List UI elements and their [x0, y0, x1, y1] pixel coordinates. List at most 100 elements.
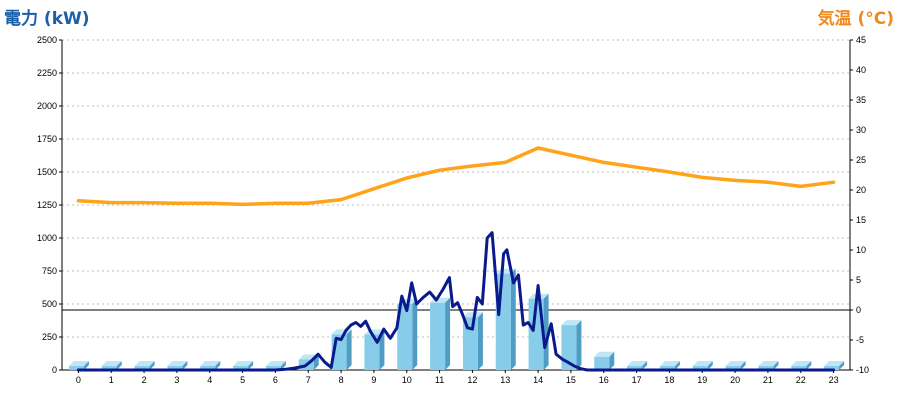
right-tick-label: -5: [856, 335, 864, 345]
bar: [561, 320, 582, 370]
x-tick-label: 4: [207, 375, 212, 385]
power-line: [76, 231, 836, 372]
bar-side: [642, 361, 648, 370]
bar-side: [806, 361, 812, 370]
bar-front: [265, 366, 281, 370]
bar-top: [101, 361, 122, 367]
temperature-line: [76, 146, 836, 207]
right-axis-title: 気温 (°C): [817, 9, 894, 29]
bar: [167, 361, 188, 370]
x-tick-label: 8: [339, 375, 344, 385]
bar: [134, 361, 155, 370]
x-tick-label: 1: [109, 375, 114, 385]
bar-side: [346, 329, 352, 370]
left-tick-label: 1250: [37, 200, 57, 210]
left-tick-label: 2500: [37, 35, 57, 45]
bar: [692, 361, 713, 370]
bar-front: [101, 366, 117, 370]
left-tick-label: 500: [42, 299, 57, 309]
right-tick-label: 45: [856, 35, 866, 45]
x-tick-label: 18: [664, 375, 674, 385]
left-tick-label: 2000: [37, 101, 57, 111]
bar-top: [692, 361, 713, 367]
x-tick-label: 16: [599, 375, 609, 385]
bar-front: [430, 302, 446, 370]
bar: [528, 293, 549, 370]
bar: [824, 361, 845, 370]
x-tick-label: 19: [697, 375, 707, 385]
bar-front: [561, 325, 577, 370]
bar-side: [445, 297, 451, 370]
left-tick-label: 1000: [37, 233, 57, 243]
left-tick-label: 750: [42, 266, 57, 276]
bar-front: [134, 366, 150, 370]
x-tick-label: 12: [467, 375, 477, 385]
bar-front: [397, 304, 413, 370]
bar: [397, 299, 418, 370]
left-axis-title: 電力 (kW): [4, 9, 90, 29]
bar-front: [758, 366, 774, 370]
bar-side: [412, 299, 418, 370]
bar-top: [824, 361, 845, 367]
bar: [594, 351, 615, 370]
bar-top: [758, 361, 779, 367]
x-tick-label: 23: [829, 375, 839, 385]
bar-front: [725, 366, 741, 370]
right-tick-label: 20: [856, 185, 866, 195]
bar-top: [561, 320, 582, 326]
right-tick-label: -10: [856, 365, 869, 375]
bar: [462, 312, 483, 370]
bar-side: [149, 361, 155, 370]
bar-top: [791, 361, 812, 367]
bar: [791, 361, 812, 370]
bar-front: [68, 366, 84, 370]
bar-side: [510, 268, 516, 370]
x-tick-label: 13: [500, 375, 510, 385]
x-tick-label: 6: [273, 375, 278, 385]
bar-top: [462, 312, 483, 318]
bar: [200, 361, 221, 370]
bar-side: [740, 361, 746, 370]
bar-front: [364, 334, 380, 370]
bar-top: [725, 361, 746, 367]
x-tick-label: 10: [402, 375, 412, 385]
bar: [68, 361, 89, 370]
bar-top: [200, 361, 221, 367]
right-tick-label: 35: [856, 95, 866, 105]
bar: [725, 361, 746, 370]
bar: [233, 361, 254, 370]
bar-side: [83, 361, 89, 370]
bar-side: [707, 361, 713, 370]
bar-side: [674, 361, 680, 370]
bar-top: [167, 361, 188, 367]
right-tick-label: 40: [856, 65, 866, 75]
x-tick-label: 9: [371, 375, 376, 385]
bar-top: [134, 361, 155, 367]
bar-side: [215, 361, 221, 370]
x-tick-label: 7: [306, 375, 311, 385]
bar-side: [477, 312, 483, 370]
right-tick-label: 10: [856, 245, 866, 255]
x-tick-label: 22: [796, 375, 806, 385]
left-tick-label: 1750: [37, 134, 57, 144]
right-tick-label: 0: [856, 305, 861, 315]
right-tick-label: 5: [856, 275, 861, 285]
bar-front: [594, 356, 610, 370]
x-tick-label: 20: [730, 375, 740, 385]
bar-top: [233, 361, 254, 367]
right-tick-label: 30: [856, 125, 866, 135]
bar: [659, 361, 680, 370]
bar-top: [627, 361, 648, 367]
bar-side: [576, 320, 582, 370]
right-tick-label: 15: [856, 215, 866, 225]
bar: [627, 361, 648, 370]
bar: [364, 329, 385, 370]
bar-front: [167, 366, 183, 370]
bar-front: [627, 366, 643, 370]
bar: [430, 297, 451, 370]
x-tick-label: 17: [632, 375, 642, 385]
bar-side: [116, 361, 122, 370]
right-tick-label: 25: [856, 155, 866, 165]
bar-front: [528, 298, 544, 370]
